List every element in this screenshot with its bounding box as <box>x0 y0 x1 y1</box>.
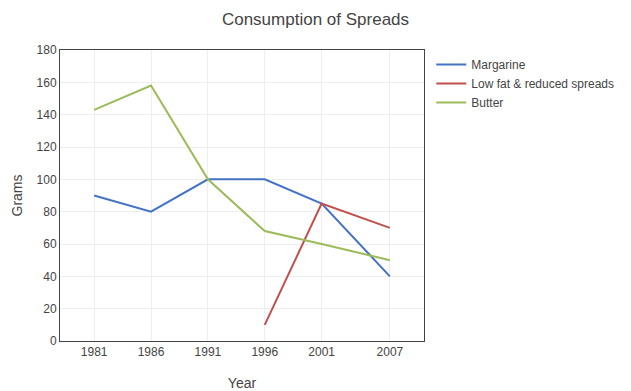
svg-text:Low fat & reduced spreads: Low fat & reduced spreads <box>471 77 614 91</box>
svg-text:60: 60 <box>43 237 57 251</box>
svg-text:140: 140 <box>37 108 57 122</box>
svg-text:1986: 1986 <box>138 345 165 359</box>
svg-text:Year: Year <box>228 375 257 391</box>
svg-text:120: 120 <box>37 140 57 154</box>
svg-text:1996: 1996 <box>251 345 278 359</box>
svg-text:1991: 1991 <box>195 345 222 359</box>
svg-text:Butter: Butter <box>471 96 503 110</box>
svg-text:100: 100 <box>37 173 57 187</box>
svg-text:80: 80 <box>43 205 57 219</box>
svg-text:Grams: Grams <box>9 175 25 217</box>
svg-text:Margarine: Margarine <box>471 58 525 72</box>
svg-text:0: 0 <box>50 334 57 348</box>
svg-text:Consumption of Spreads: Consumption of Spreads <box>222 10 409 29</box>
svg-text:20: 20 <box>43 302 57 316</box>
svg-text:2001: 2001 <box>308 345 335 359</box>
svg-text:1981: 1981 <box>81 345 108 359</box>
svg-text:2007: 2007 <box>377 345 404 359</box>
svg-text:180: 180 <box>37 43 57 57</box>
svg-text:40: 40 <box>43 270 57 284</box>
svg-text:160: 160 <box>37 76 57 90</box>
